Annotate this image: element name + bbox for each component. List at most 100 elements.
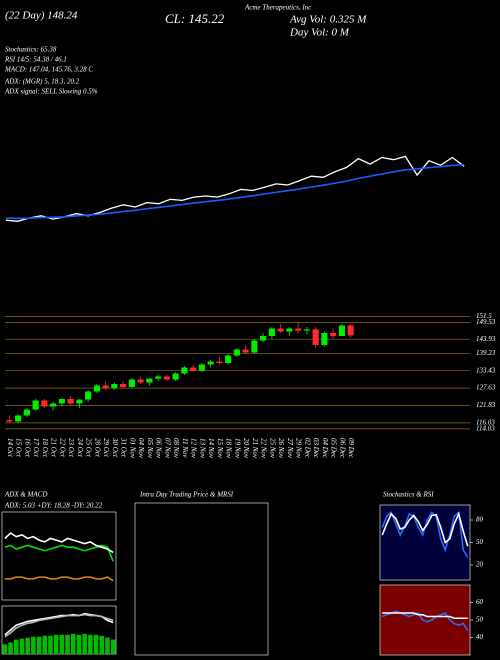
chart-title: Acme Therapeutics, Inc: [244, 4, 312, 12]
y-tick-label: 139.23: [476, 349, 496, 357]
x-tick-label: 12 Nov: [190, 438, 198, 459]
y-tick-label: 50: [476, 538, 484, 546]
series-line: [382, 612, 468, 620]
x-tick-label: 05 Nov: [146, 438, 154, 459]
y-tick-label: 50: [476, 616, 484, 624]
signal-info: ADX signal: SELL Slowing 0.5%: [4, 88, 98, 96]
x-tick-label: 04 Dec: [321, 438, 329, 459]
x-tick-label: 20 Nov: [242, 438, 250, 459]
x-tick-label: 21 Nov: [251, 438, 259, 459]
candle-body: [6, 420, 13, 422]
candle-body: [58, 399, 65, 404]
macd-info: MACD: 147.04, 145.76, 3.28 C: [4, 66, 93, 74]
x-tick-label: 14 Oct: [6, 438, 14, 458]
candle-body: [15, 415, 22, 422]
series-line: [381, 511, 469, 547]
adx-info: ADX: (MGR) 5, 18.3, 20.2: [4, 78, 80, 86]
x-tick-label: 29 Nov: [295, 438, 303, 459]
x-tick-label: 18 Nov: [225, 438, 233, 459]
avg-volume: Avg Vol: 0.325 M: [289, 14, 367, 26]
candle-body: [198, 364, 205, 371]
x-tick-label: 02 Dec: [303, 438, 311, 459]
histogram-bar: [82, 633, 87, 654]
x-tick-label: 06 Dec: [338, 438, 346, 459]
intraday-panel: [134, 502, 269, 656]
candle-body: [312, 329, 319, 345]
candle-body: [32, 400, 39, 410]
x-tick-label: 16 Oct: [23, 438, 31, 458]
candle-body: [155, 376, 162, 379]
intraday-title: Intra Day Trading Price & MRSI: [139, 491, 234, 499]
candle-body: [303, 329, 310, 331]
histogram-bar: [110, 639, 116, 654]
x-tick-label: 21 Oct: [50, 438, 58, 458]
candle-body: [172, 373, 179, 380]
x-tick-label: 06 Nov: [155, 438, 163, 459]
histogram-bar: [2, 644, 8, 654]
x-tick-label: 18 Oct: [41, 438, 49, 458]
y-tick-label: 151.5: [476, 312, 492, 320]
candle-body: [85, 391, 92, 400]
panel-border: [1, 511, 117, 601]
x-tick-label: 17 Oct: [32, 438, 40, 458]
candle-body: [330, 333, 337, 336]
panel-subtitle: ADX: 5.03 +DY: 18.28 -DY: 20.22: [4, 502, 103, 510]
x-tick-label: 31 Oct: [120, 437, 128, 458]
x-tick-label: 23 Oct: [67, 438, 75, 458]
candle-body: [41, 400, 48, 407]
candle-body: [321, 333, 328, 345]
y-tick-label: 133.43: [476, 366, 496, 374]
histogram-bar: [48, 635, 53, 654]
candle-body: [102, 385, 109, 389]
series-line: [4, 532, 114, 554]
candle-body: [128, 379, 135, 387]
y-tick-label: 60: [476, 598, 484, 606]
candle-body: [251, 340, 258, 353]
candle-body: [76, 399, 83, 404]
x-tick-label: 09 Dec: [347, 438, 355, 459]
candle-body: [163, 376, 170, 380]
x-tick-label: 04 Nov: [137, 438, 145, 459]
histogram-bar: [53, 634, 59, 654]
series-line: [4, 544, 114, 562]
x-tick-label: 05 Dec: [330, 438, 338, 459]
candle-body: [23, 409, 30, 416]
candle-body: [207, 361, 214, 365]
rsi-info: RSI 14/5: 54.38 / 46.1: [4, 56, 67, 64]
x-tick-label: 25 Oct: [85, 438, 93, 458]
x-tick-label: 29 Oct: [102, 438, 110, 458]
histogram-bar: [70, 633, 76, 654]
histogram-bar: [65, 634, 70, 654]
x-tick-label: 14 Nov: [207, 438, 215, 459]
stoch-info: Stochastics: 65.38: [5, 46, 57, 54]
x-tick-label: 07 Nov: [163, 438, 171, 459]
candle-body: [277, 328, 284, 332]
x-tick-label: 15 Oct: [15, 438, 23, 458]
candle-body: [268, 328, 275, 336]
panel-title: ADX & MACD: [4, 491, 47, 499]
y-tick-label: 127.63: [476, 384, 496, 392]
panel-title: Stochastics & RSI: [383, 491, 434, 499]
series-line: [5, 163, 465, 220]
histogram-bar: [59, 634, 65, 654]
histogram-bar: [88, 634, 93, 654]
period: (22 Day) 148.24: [5, 10, 78, 22]
x-tick-label: 22 Nov: [260, 438, 268, 459]
panel-border: [1, 605, 117, 655]
x-tick-label: 24 Oct: [76, 438, 84, 458]
candle-body: [347, 325, 354, 336]
panel-background: [380, 585, 470, 655]
close-price: CL: 145.22: [165, 11, 225, 26]
series-line: [4, 613, 114, 638]
histogram-bar: [8, 642, 13, 654]
y-tick-label: 149.53: [476, 318, 496, 326]
y-tick-label: 20: [476, 561, 484, 569]
candle-body: [260, 336, 267, 341]
histogram-bar: [19, 638, 25, 654]
x-tick-label: 28 Oct: [93, 438, 101, 458]
x-tick-label: 22 Oct: [58, 438, 66, 458]
candle-body: [190, 367, 197, 371]
candle-body: [242, 349, 249, 353]
histogram-bar: [76, 634, 82, 654]
